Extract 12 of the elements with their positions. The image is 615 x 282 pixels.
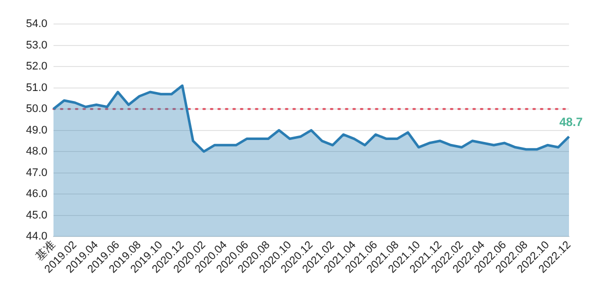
y-tick-label: 52.0 bbox=[26, 60, 48, 73]
data-label: 48.7 bbox=[559, 114, 583, 129]
y-tick-label: 50.0 bbox=[26, 103, 48, 116]
y-tick-label: 44.0 bbox=[26, 230, 48, 243]
y-tick-label: 49.0 bbox=[26, 124, 48, 136]
y-tick-label: 47.0 bbox=[26, 166, 48, 179]
y-tick-label: 45.0 bbox=[26, 209, 48, 222]
y-tick-label: 48.0 bbox=[26, 146, 48, 158]
y-tick-label: 51.0 bbox=[26, 82, 48, 94]
y-tick-label: 54.0 bbox=[26, 18, 48, 30]
y-tick-label: 46.0 bbox=[26, 188, 48, 200]
y-tick-label: 53.0 bbox=[26, 39, 48, 52]
